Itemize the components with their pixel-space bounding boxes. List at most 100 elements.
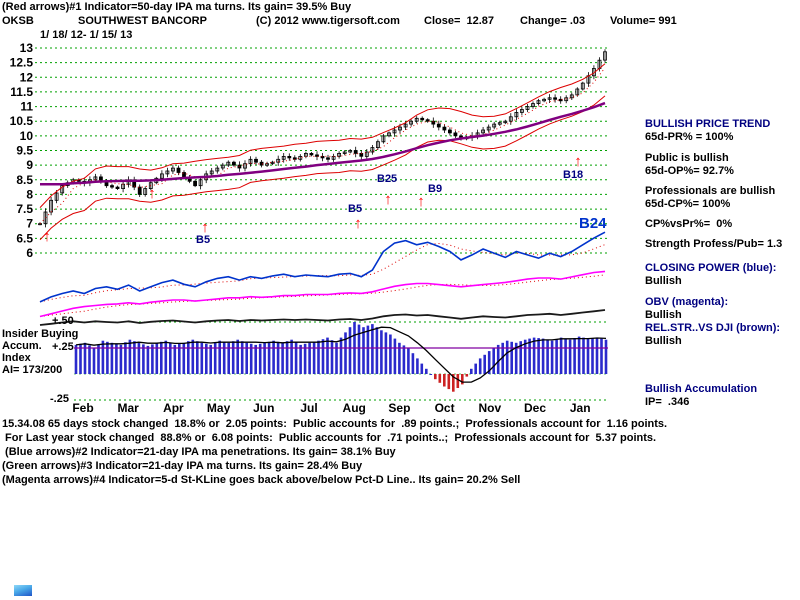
accum-bar (231, 341, 235, 374)
obv-status: Bullish (645, 309, 682, 321)
accum-bar (128, 339, 132, 374)
accum-bar (573, 338, 576, 374)
price-tick-label: 10 (20, 129, 34, 143)
signal-label: B18 (563, 169, 583, 181)
month-label: Nov (478, 401, 501, 415)
accum-bar (456, 374, 460, 388)
accum-bar (447, 374, 451, 390)
accum-bar (416, 358, 419, 374)
accum-bar (182, 342, 186, 374)
accum-bar (101, 340, 105, 374)
accum-bar (281, 342, 284, 374)
price-tick-label: 12 (20, 70, 34, 84)
accum-bar (505, 340, 509, 374)
accum-bar (483, 354, 486, 374)
accum-bar (124, 342, 127, 374)
buy-arrow-up-icon: ↑ (354, 215, 362, 232)
price-tick-label: 9.5 (16, 144, 33, 158)
lower-band (39, 95, 606, 241)
buy-arrow-up-icon: ↑ (417, 193, 425, 210)
accum-bar (555, 339, 558, 374)
price-tick-label: 12.5 (10, 56, 34, 70)
accum-bar (604, 339, 608, 374)
window-artifact (14, 585, 32, 596)
accum-bar (591, 338, 594, 374)
company-name: SOUTHWEST BANCORP (78, 15, 207, 27)
accum-bar (222, 341, 226, 374)
accum-bar (564, 338, 567, 374)
accum-bar (97, 344, 100, 374)
accum-bar (317, 340, 320, 374)
accum-bar (249, 343, 253, 374)
buy-arrow-up-icon: ↑ (43, 228, 51, 245)
accum-bar (523, 339, 527, 374)
accum-bar (209, 344, 212, 374)
accum-bar (169, 342, 172, 374)
ip-value: IP= .346 (645, 396, 690, 408)
index-label: Index (2, 352, 31, 364)
accum-bar (267, 341, 271, 374)
accum-bar (178, 343, 181, 374)
short-ma-dotted (39, 67, 606, 225)
accum-bar (258, 343, 262, 374)
accum-bar (205, 343, 208, 374)
accum-bar (88, 345, 91, 374)
price-tick-label: 13 (20, 41, 34, 55)
accum-bar (402, 345, 406, 374)
buy-arrow-up-icon: ↑ (148, 185, 156, 202)
signal-label: B25 (377, 173, 397, 185)
accum-bar (375, 327, 379, 374)
accum-bar (600, 338, 603, 374)
accum-bar (496, 344, 500, 374)
accum-bar (335, 342, 338, 374)
accum-bar (559, 337, 563, 374)
accum-bar (151, 344, 154, 374)
month-label: Jan (570, 401, 591, 415)
accum-bar (236, 339, 239, 374)
price-tick-label: 7.5 (16, 202, 33, 216)
month-label: Jun (253, 401, 274, 415)
accum-bar (173, 344, 177, 374)
accum-bar (537, 338, 540, 374)
accum-label: Accum. (2, 340, 42, 352)
accum-bar (344, 332, 347, 374)
accum-bar (106, 341, 109, 374)
accum-bar (519, 341, 522, 374)
accum-bar (452, 374, 455, 392)
accum-bar (339, 337, 343, 374)
stats-year-line: For Last year stock changed 88.8% or 6.0… (2, 432, 657, 444)
price-tick-label: 9 (26, 158, 33, 172)
closing-power-status: Bullish (645, 275, 682, 287)
month-label: Aug (343, 401, 366, 415)
accum-bar (74, 344, 78, 374)
copyright-text: (C) 2012 www.tigersoft.com (256, 15, 400, 27)
indicator-3-legend: (Green arrows)#3 Indicator=21-day IPA ma… (2, 460, 363, 472)
accum-bar (160, 341, 163, 374)
accum-ma-line (75, 326, 607, 383)
accum-bar (371, 324, 374, 374)
accum-bar (115, 343, 118, 374)
price-tick-label: 11 (20, 100, 33, 114)
accum-bar (294, 342, 298, 374)
insider-buying-label: Insider Buying (2, 328, 79, 340)
accum-bar (577, 336, 581, 374)
accum-bar (568, 339, 572, 374)
indicator-1-legend: (Red arrows)#1 Indicator=50-day IPA ma t… (2, 1, 352, 13)
accum-bar (362, 327, 365, 374)
signal-label: B5 (196, 234, 210, 246)
obv-ma-dotted (39, 274, 606, 317)
accum-bar (303, 343, 307, 374)
accum-bar (245, 342, 248, 374)
accum-bar (155, 342, 159, 374)
buy-arrow-up-icon: ↑ (384, 191, 392, 208)
accum-bar (263, 342, 266, 374)
accum-bar (465, 374, 469, 377)
accum-bar (407, 348, 410, 374)
buy-arrow-up-icon: ↑ (201, 219, 209, 236)
accum-bar (142, 344, 145, 374)
accum-bar (276, 341, 280, 374)
accum-bar (474, 363, 477, 374)
price-tick-label: 7 (26, 217, 33, 231)
accum-bar (133, 341, 136, 374)
